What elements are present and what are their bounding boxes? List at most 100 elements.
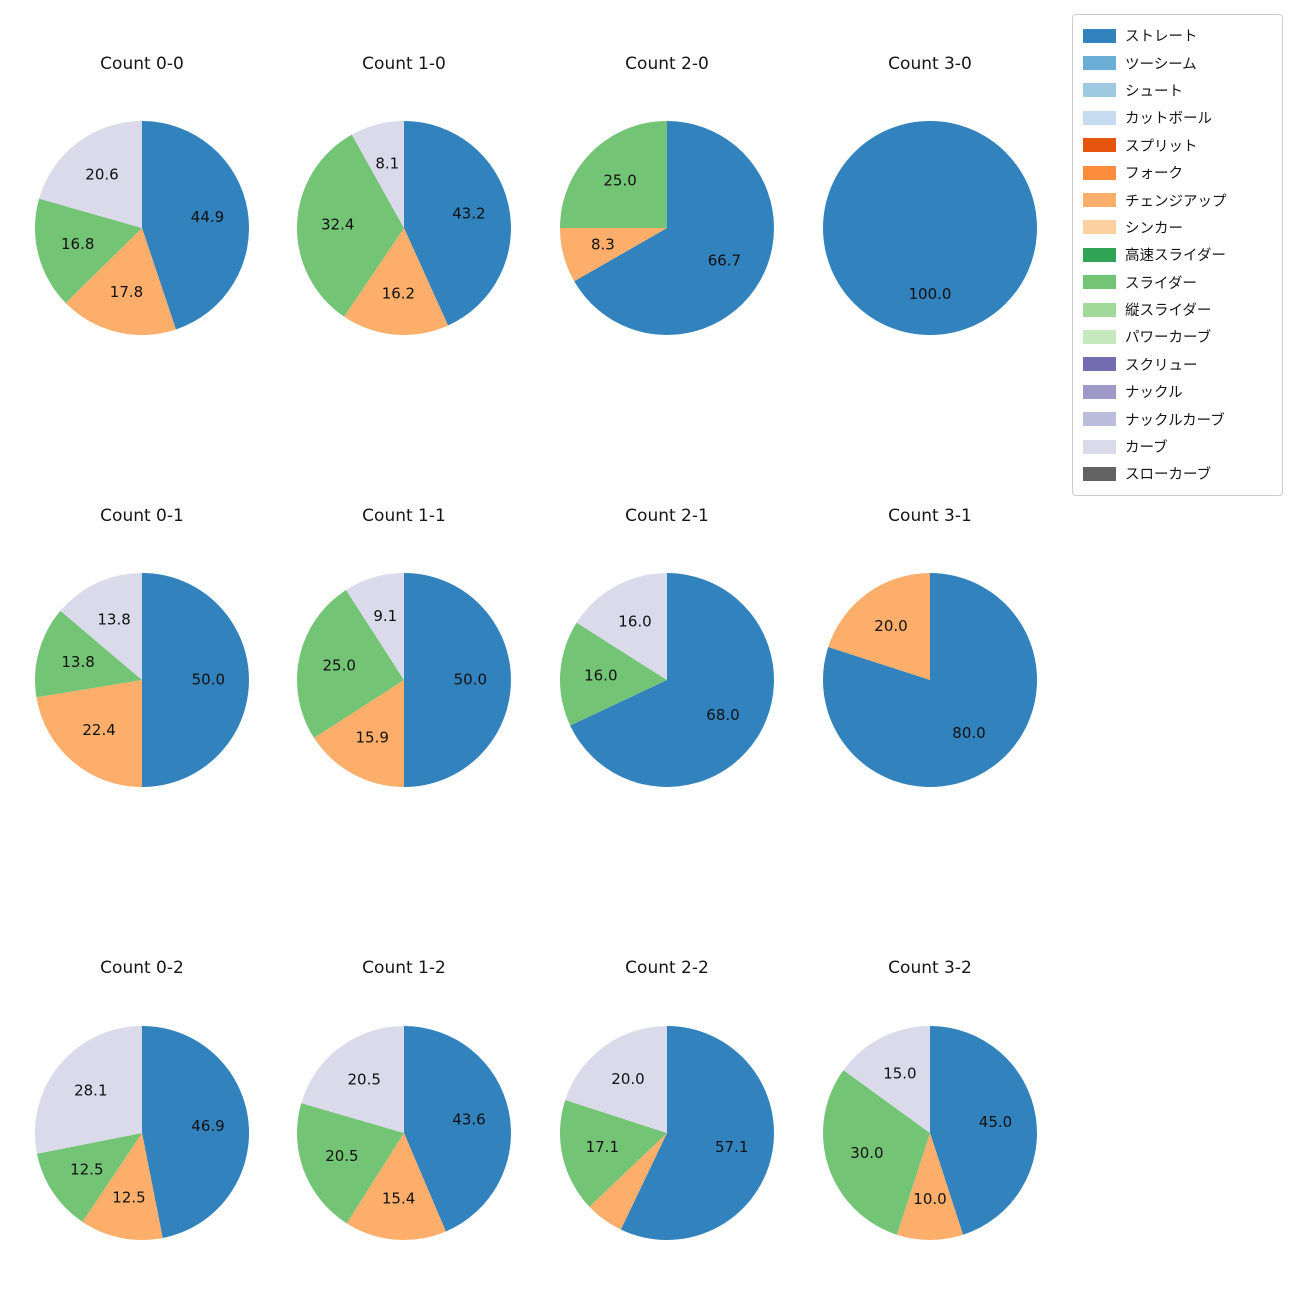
pie-slice <box>896 1133 964 1240</box>
slice-percent-label: 20.5 <box>347 1070 380 1088</box>
slice-percent-label: 32.4 <box>321 216 354 234</box>
legend-swatch <box>1083 83 1116 98</box>
legend-item: シンカー <box>1083 214 1272 241</box>
pie-chart: 43.6 15.4 20.5 20.5 <box>297 1026 511 1240</box>
pie-chart: 68.0 16.0 16.0 <box>559 573 774 787</box>
legend-swatch <box>1083 220 1116 235</box>
legend-label: 縦スライダー <box>1125 303 1212 320</box>
slice-percent-label: 16.8 <box>61 235 94 253</box>
slice-percent-label: 20.5 <box>325 1147 358 1165</box>
slice-percent-label: 30.0 <box>850 1144 883 1162</box>
slice-percent-label: 8.1 <box>375 154 399 172</box>
pie-chart: 50.0 15.9 25.0 9.1 <box>297 573 511 787</box>
slice-percent-label: 68.0 <box>706 706 739 724</box>
pie-slice <box>297 590 404 738</box>
pie-slice <box>565 1026 667 1133</box>
slice-percent-label: 50.0 <box>192 671 225 689</box>
slice-percent-label: 13.8 <box>97 610 130 628</box>
chart-title: Count 1-1 <box>362 506 446 526</box>
legend-label: ツーシーム <box>1125 56 1197 73</box>
slice-percent-label: 17.1 <box>586 1138 619 1156</box>
pie-slice <box>297 1103 404 1224</box>
slice-percent-label: 13.8 <box>61 653 94 671</box>
legend-swatch <box>1083 110 1116 125</box>
pie-chart: 50.0 22.4 13.8 13.8 <box>34 573 249 787</box>
slice-percent-label: 43.6 <box>452 1110 485 1128</box>
chart-title: Count 1-2 <box>362 958 446 978</box>
legend-swatch <box>1083 329 1116 344</box>
legend-swatch <box>1083 138 1116 153</box>
chart-title: Count 1-0 <box>362 54 446 74</box>
slice-percent-label: 57.1 <box>715 1138 748 1156</box>
pie-chart: 100.0 <box>823 121 1037 335</box>
pie-chart: 43.2 16.2 32.4 8.1 <box>297 121 511 335</box>
slice-percent-label: 28.1 <box>74 1081 107 1099</box>
legend-item: ナックル <box>1083 378 1272 405</box>
pie-chart: 66.7 8.3 25.0 <box>560 121 774 335</box>
legend-swatch <box>1083 302 1116 317</box>
legend-label: スライダー <box>1125 275 1197 292</box>
legend-label: スローカーブ <box>1125 467 1212 484</box>
pie-slice <box>346 1133 446 1240</box>
slice-percent-label: 25.0 <box>603 172 636 190</box>
legend-swatch <box>1083 56 1116 71</box>
chart-title: Count 2-1 <box>625 506 709 526</box>
pie-slice <box>35 198 142 303</box>
chart-title: Count 3-0 <box>888 54 972 74</box>
legend-item: フォーク <box>1083 159 1272 186</box>
legend-label: パワーカーブ <box>1125 330 1212 347</box>
legend-item: ナックルカーブ <box>1083 405 1272 432</box>
legend-label: ナックル <box>1125 385 1183 402</box>
legend-label: シュート <box>1125 83 1183 100</box>
pie-slice <box>823 121 1037 335</box>
slice-percent-label: 15.9 <box>355 729 388 747</box>
legend-label: スプリット <box>1125 138 1198 155</box>
pie-slice <box>60 573 142 680</box>
pie-slice <box>39 121 142 228</box>
legend-label: チェンジアップ <box>1125 193 1227 210</box>
legend-item: 高速スライダー <box>1083 241 1272 268</box>
legend-label: ストレート <box>1125 29 1198 46</box>
legend-swatch <box>1083 165 1116 180</box>
legend-swatch <box>1083 247 1116 262</box>
pie-slice <box>82 1133 163 1241</box>
legend-label: シンカー <box>1125 220 1183 237</box>
pie-slice <box>351 121 404 228</box>
pie-slice <box>34 610 142 698</box>
pie-slice <box>344 228 449 335</box>
slice-percent-label: 15.4 <box>382 1190 415 1208</box>
chart-title: Count 2-2 <box>625 958 709 978</box>
chart-title: Count 0-2 <box>100 958 184 978</box>
pie-slice <box>843 1026 930 1133</box>
pie-chart: 46.9 12.5 12.5 28.1 <box>34 1026 250 1241</box>
legend-label: フォーク <box>1125 166 1183 183</box>
chart-title: Count 0-1 <box>100 506 184 526</box>
slice-percent-label: 25.0 <box>322 656 355 674</box>
pie-slice <box>576 573 667 680</box>
legend-item: チェンジアップ <box>1083 186 1272 213</box>
legend-item: ツーシーム <box>1083 49 1272 76</box>
pie-slice <box>560 228 667 282</box>
slice-percent-label: 12.5 <box>112 1189 145 1207</box>
slice-percent-label: 20.6 <box>85 166 118 184</box>
slice-percent-label: 12.5 <box>70 1160 103 1178</box>
chart-title: Count 3-2 <box>888 958 972 978</box>
pie-slice <box>142 121 250 330</box>
legend-item: 縦スライダー <box>1083 296 1272 323</box>
slice-percent-label: 16.0 <box>618 612 651 630</box>
slice-percent-label: 8.3 <box>591 236 615 254</box>
slice-percent-label: 10.0 <box>913 1190 946 1208</box>
legend-item: カーブ <box>1083 433 1272 460</box>
pie-slice <box>560 121 667 228</box>
slice-percent-label: 22.4 <box>82 721 115 739</box>
pie-slice <box>574 121 774 335</box>
slice-percent-label: 20.0 <box>874 617 907 635</box>
pie-chart: 44.9 17.8 16.8 20.6 <box>35 121 250 336</box>
pie-slice <box>570 573 774 787</box>
slice-percent-label: 100.0 <box>909 285 952 303</box>
slice-percent-label: 17.8 <box>110 283 143 301</box>
slice-percent-label: 20.0 <box>611 1070 644 1088</box>
pie-slice <box>828 573 930 680</box>
legend-item: スライダー <box>1083 269 1272 296</box>
